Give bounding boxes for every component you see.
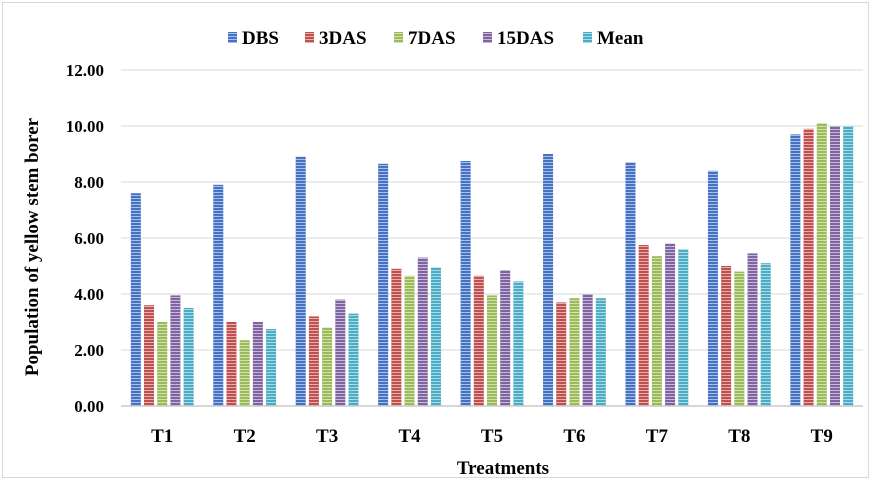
bar-texture (157, 322, 168, 406)
bar-texture (843, 126, 854, 406)
x-tick-label: T9 (811, 426, 833, 447)
bar-texture (595, 298, 606, 406)
bar-texture (295, 156, 306, 406)
y-tick-label: 2.00 (74, 341, 104, 360)
y-tick-label: 4.00 (74, 285, 104, 304)
bar-texture (183, 308, 194, 406)
y-tick-label: 8.00 (74, 173, 104, 192)
bar-texture (130, 193, 141, 406)
y-tick-label: 6.00 (74, 229, 104, 248)
bar-texture (625, 162, 636, 406)
bar-texture (404, 275, 415, 406)
legend-label-dbs: DBS (242, 28, 279, 49)
x-tick-label: T3 (316, 426, 338, 447)
bar-texture (678, 249, 689, 406)
axes: 0.00 2.00 4.00 6.00 8.00 10.00 12.00 T1 T2 T3 T4 T5… (66, 61, 863, 447)
bar-texture (829, 126, 840, 406)
bar-texture (322, 327, 333, 406)
legend-swatch-texture (483, 32, 492, 43)
x-tick-label: T1 (151, 426, 173, 447)
bar-texture (430, 267, 441, 406)
bar-texture (734, 271, 745, 406)
bar-texture (226, 322, 237, 406)
bar-texture (308, 316, 319, 406)
y-tick-label: 10.00 (66, 117, 104, 136)
bar-texture (582, 294, 593, 406)
bar-texture (569, 298, 580, 406)
x-tick-label: T5 (481, 426, 503, 447)
bar-texture (513, 281, 524, 406)
bar-texture (348, 313, 359, 406)
x-tick-label: T6 (563, 426, 585, 447)
legend-swatch-texture (305, 32, 314, 43)
bar-texture (816, 123, 827, 406)
bar-texture (213, 184, 224, 406)
y-tick-label: 0.00 (74, 397, 104, 416)
bar-texture (556, 302, 567, 406)
bar-texture (391, 268, 402, 406)
bar-texture (721, 266, 732, 406)
x-tick-label: T2 (234, 426, 256, 447)
bar-texture (473, 275, 484, 406)
legend-swatch-texture (394, 32, 403, 43)
bar-texture (760, 263, 771, 406)
bar-texture (543, 154, 554, 406)
legend: DBS 3DAS 7DAS 15DAS Mean (228, 28, 644, 49)
bar-texture (790, 134, 801, 406)
bar-texture (266, 329, 277, 406)
x-tick-label: T7 (646, 426, 669, 447)
x-tick-label: T4 (398, 426, 421, 447)
legend-label-3das: 3DAS (319, 28, 367, 49)
bar-texture (707, 170, 718, 406)
bar-texture (378, 163, 389, 406)
y-tick-label: 12.00 (66, 61, 104, 80)
bar-texture (651, 256, 662, 406)
bar-texture (239, 340, 250, 406)
legend-label-7das: 7DAS (408, 28, 456, 49)
x-axis-label: Treatments (457, 458, 549, 479)
legend-swatch-texture (583, 32, 592, 43)
bar-texture (417, 257, 428, 406)
bar-texture (747, 253, 758, 406)
y-axis-label: Population of yellow stem borer (22, 117, 43, 376)
bar-texture (252, 322, 263, 406)
bars (130, 123, 854, 407)
bar-texture (170, 295, 181, 406)
bar-texture (335, 299, 346, 406)
legend-label-mean: Mean (597, 28, 644, 49)
bar-texture (803, 128, 814, 407)
bar-texture (144, 305, 155, 406)
legend-swatch-texture (228, 32, 237, 43)
bar-texture (487, 295, 497, 406)
bar-texture (638, 245, 649, 406)
bar-texture (500, 270, 511, 406)
bar-texture (460, 161, 471, 406)
bar-texture (665, 243, 676, 406)
x-tick-label: T8 (728, 426, 750, 447)
legend-label-15das: 15DAS (497, 28, 554, 49)
